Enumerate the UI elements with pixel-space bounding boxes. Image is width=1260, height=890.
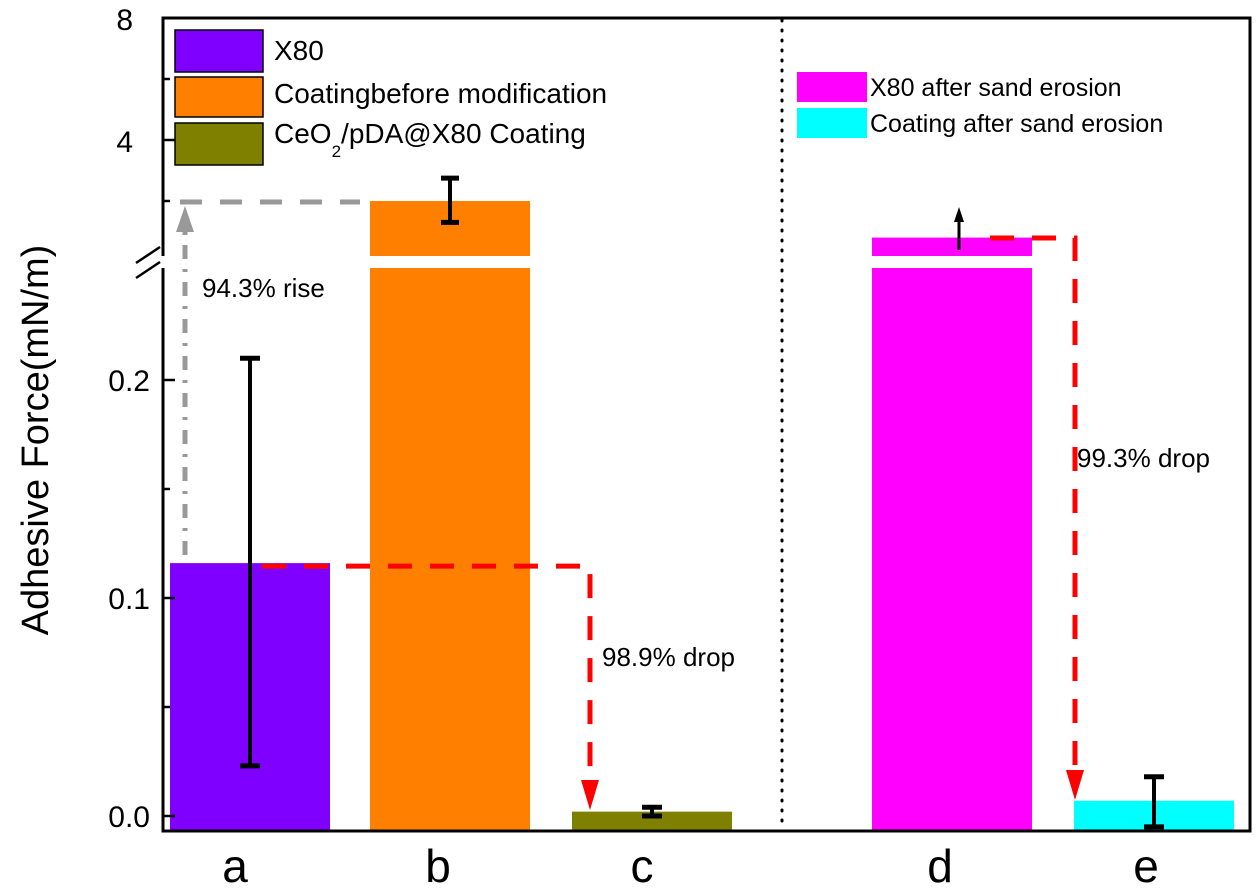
y-tick-label: 0.0: [108, 801, 150, 834]
bar-d-upper: [872, 237, 1032, 256]
legend-swatch: [174, 122, 264, 166]
rise-arrow-head: [176, 206, 194, 232]
axis-break-mark: [135, 245, 161, 265]
x-tick-label-a: a: [222, 840, 248, 890]
legend-swatch: [797, 108, 867, 138]
legend-item-coating-eroded: Coating after sand erosion: [797, 108, 1163, 138]
legend-item-ceo2-coating: CeO2/pDA@X80 Coating: [174, 118, 586, 166]
bar-c: [572, 811, 732, 831]
legend-item-x80-eroded: X80 after sand erosion: [797, 72, 1122, 102]
annotation-rise: 94.3% rise: [202, 273, 325, 303]
annotations: [176, 199, 1084, 810]
arrow-up-icon: [954, 207, 964, 222]
x-tick-label-c: c: [631, 840, 654, 890]
legend-label: CeO2/pDA@X80 Coating: [274, 118, 586, 161]
plot-frame: [161, 16, 1252, 833]
x-tick-label-e: e: [1133, 840, 1159, 890]
legend-right: X80 after sand erosion Coating after san…: [797, 72, 1163, 138]
ticks: 0.0 0.1 0.2 4 8: [108, 4, 175, 834]
y-tick-label: 4: [116, 126, 133, 159]
bars: [170, 175, 1234, 831]
legend-swatch: [174, 29, 264, 73]
legend-swatch: [174, 76, 264, 118]
legend-item-x80: X80: [174, 29, 324, 73]
legend-label: X80: [274, 35, 324, 66]
x-tick-label-d: d: [927, 840, 953, 890]
legend-label: X80 after sand erosion: [870, 74, 1122, 102]
drop-arrow-e-head: [1066, 770, 1084, 800]
annotation-drop-e: 99.3% drop: [1077, 443, 1210, 473]
legend-item-coating-before: Coatingbefore modification: [174, 76, 607, 118]
legend-swatch: [797, 72, 867, 102]
axes: [135, 16, 1252, 833]
y-tick-label: 0.2: [108, 365, 150, 398]
y-tick-label: 0.1: [108, 583, 150, 616]
bar-b-lower: [370, 268, 530, 831]
legend-label: Coatingbefore modification: [274, 78, 607, 109]
y-tick-label: 8: [116, 4, 133, 37]
x-tick-labels: a b c d e: [222, 840, 1159, 890]
drop-arrow-e: [990, 235, 1078, 770]
y-axis-label: Adhesive Force(mN/m): [15, 245, 57, 636]
legend-label: Coating after sand erosion: [870, 110, 1163, 138]
bar-d-lower: [872, 268, 1032, 831]
axis-break-mark: [135, 260, 161, 280]
legend-left: X80 Coatingbefore modification CeO2/pDA@…: [174, 29, 607, 166]
drop-arrow-c-head: [581, 780, 599, 810]
annotation-drop-c: 98.9% drop: [602, 642, 735, 672]
drop-arrow-c: [262, 563, 593, 780]
x-tick-label-b: b: [425, 840, 451, 890]
